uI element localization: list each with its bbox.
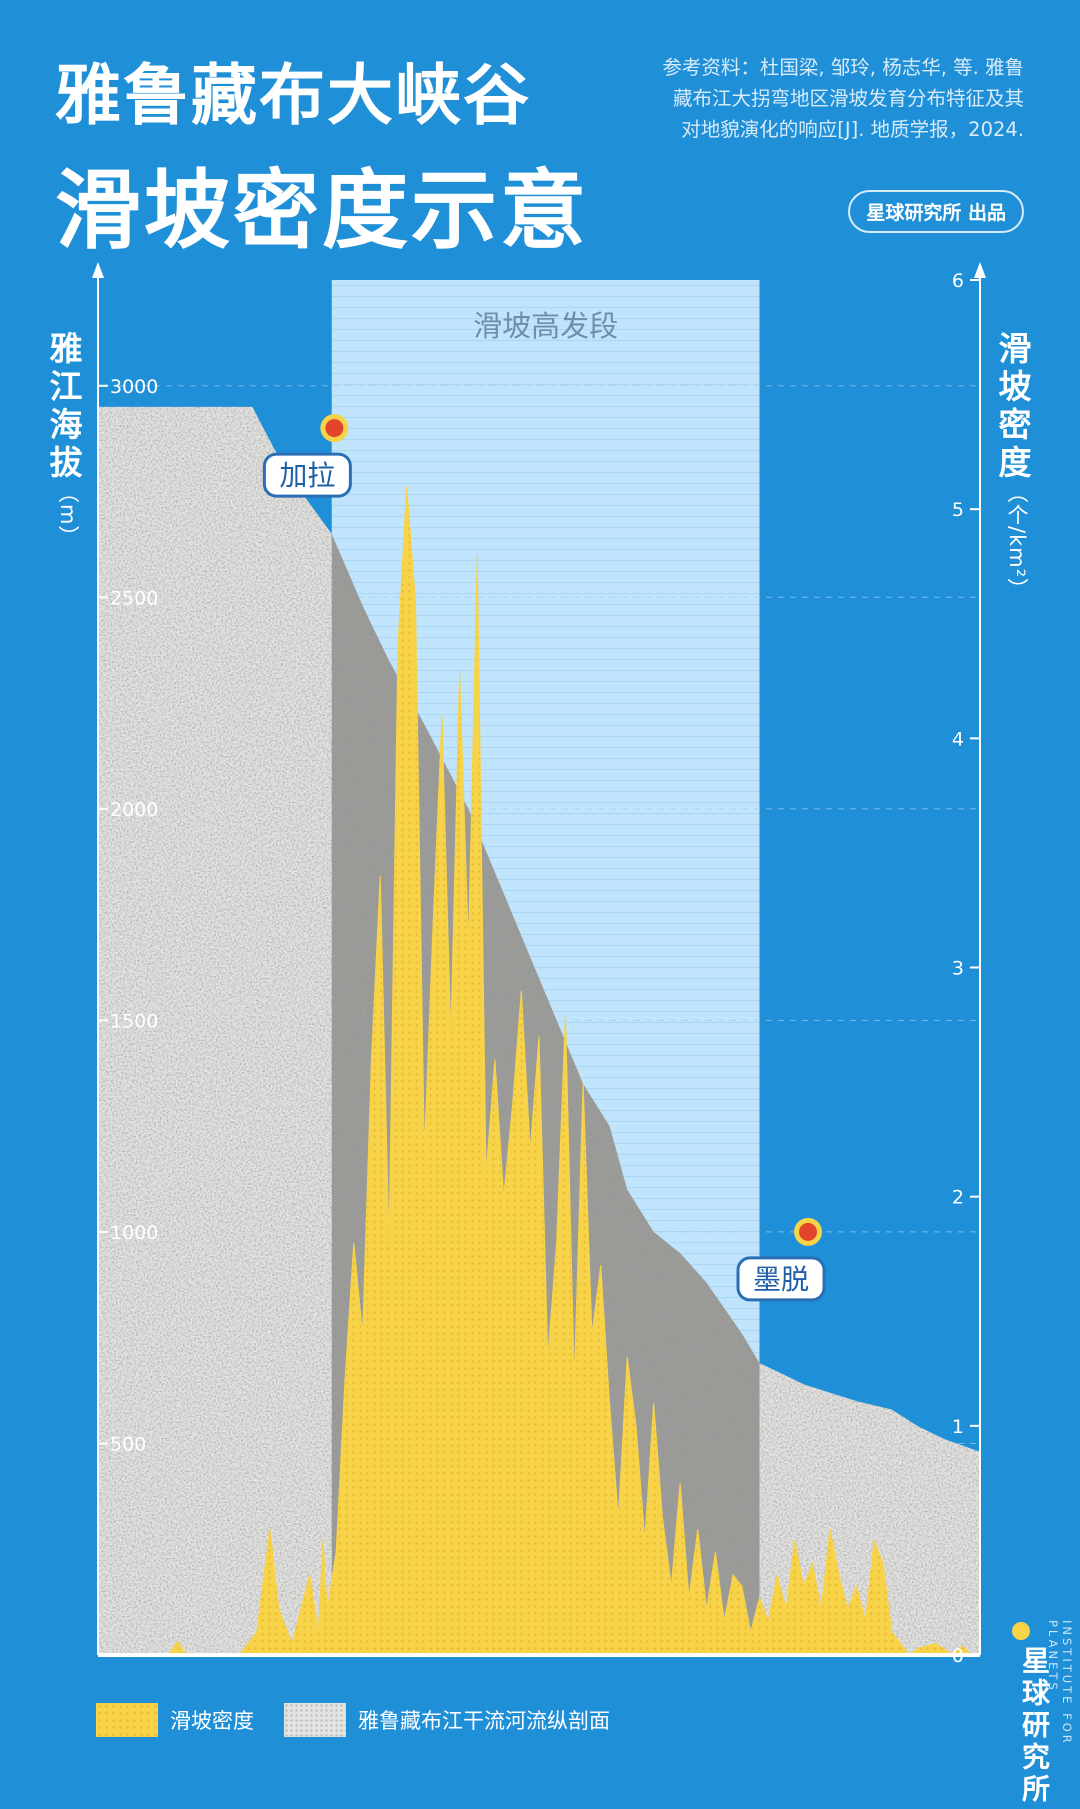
reference-line3: 对地貌演化的响应[J]. 地质学报，2024. [681,118,1024,141]
location-label-box [262,452,352,498]
location-label-box [736,1256,826,1302]
left-axis-unit: （m） [56,482,80,548]
reference-line1: 参考资料：杜国梁, 邹玲, 杨志华, 等. 雅鲁 [662,56,1024,79]
left-tick-label: 1500 [110,1010,158,1032]
reference-text: 参考资料：杜国梁, 邹玲, 杨志华, 等. 雅鲁 藏布江大拐弯地区滑坡发育分布特… [594,52,1024,145]
left-axis-arrow [92,262,104,278]
brand-english: INSTITUTE FOR PLANETS [1046,1620,1074,1746]
right-tick-label: 0 [952,1645,964,1667]
left-tick-label: 1000 [110,1222,158,1244]
right-tick-label: 3 [952,958,964,980]
right-tick-label: 2 [952,1187,964,1209]
right-axis-label: 滑坡密度 [998,329,1032,482]
left-tick-label: 3000 [110,376,158,398]
right-tick-label: 6 [952,270,964,292]
legend-profile: 雅鲁藏布江干流河流纵剖面 [284,1703,610,1737]
left-tick-label: 500 [110,1433,146,1455]
right-tick-label: 1 [952,1416,964,1438]
title-line2: 滑坡密度示意 [55,160,589,261]
title-line1: 雅鲁藏布大峡谷 [55,56,531,134]
right-axis-unit: （个/km²） [1005,482,1029,601]
highlight-band-label: 滑坡高发段 [473,309,618,343]
legend-density-swatch [96,1703,158,1737]
location-marker-dot [325,419,344,438]
location-label: 墨脱 [753,1263,809,1296]
left-tick-label: 2500 [110,587,158,609]
brand-logo-dot [1012,1622,1030,1640]
reference-line2: 藏布江大拐弯地区滑坡发育分布特征及其 [672,87,1024,110]
right-tick-label: 4 [952,728,964,750]
legend-density-label: 滑坡密度 [170,1709,254,1733]
legend-density: 滑坡密度 [96,1703,254,1737]
legend-profile-label: 雅鲁藏布江干流河流纵剖面 [358,1709,610,1733]
right-tick-label: 5 [952,499,964,521]
left-axis-label: 雅江海拔 [49,329,83,482]
legend-profile-swatch [284,1703,346,1737]
brand-name: 星球研究所 [1018,1646,1051,1806]
location-label: 加拉 [279,459,335,492]
landslide-density-area [98,486,980,1656]
producer-badge: 星球研究所 出品 [848,190,1024,233]
left-tick-label: 2000 [110,799,158,821]
right-axis-arrow [974,262,986,278]
location-marker-dot [799,1222,818,1241]
